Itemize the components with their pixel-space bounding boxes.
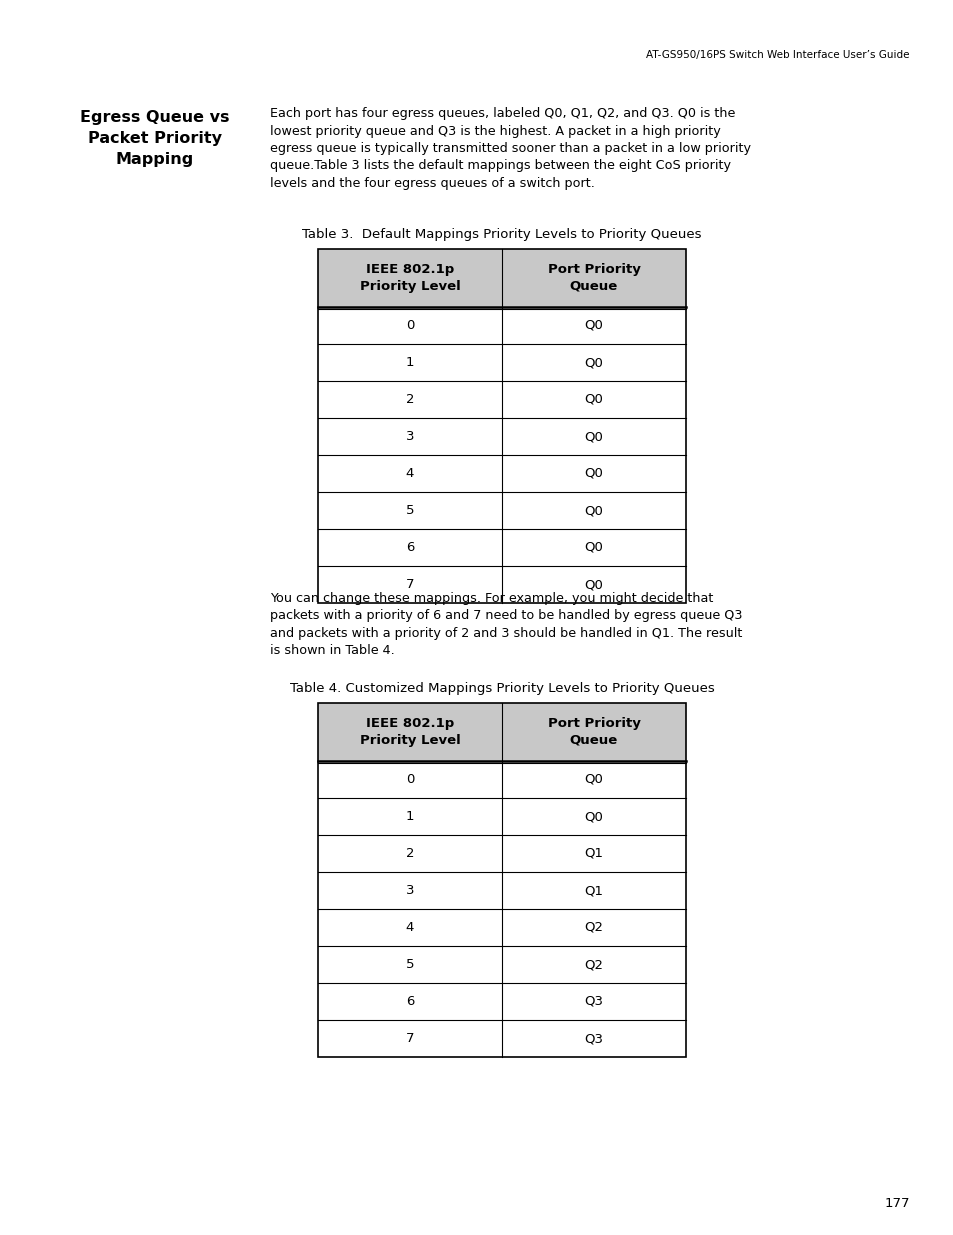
Text: lowest priority queue and Q3 is the highest. A packet in a high priority: lowest priority queue and Q3 is the high… [270,125,720,137]
Text: 5: 5 [405,504,414,517]
Bar [317,566,685,603]
Text: Q3: Q3 [584,995,603,1008]
Text: Q0: Q0 [584,504,603,517]
Text: 7: 7 [405,1032,414,1045]
Bar [317,454,685,492]
Text: 5: 5 [405,958,414,971]
Text: You can change these mappings. For example, you might decide that: You can change these mappings. For examp… [270,592,713,605]
Text: Q0: Q0 [584,319,603,332]
Text: Egress Queue vs
Packet Priority
Mapping: Egress Queue vs Packet Priority Mapping [80,110,230,167]
Text: Q0: Q0 [584,393,603,406]
Bar [317,909,685,946]
Text: 1: 1 [405,810,414,823]
Text: egress queue is typically transmitted sooner than a packet in a low priority: egress queue is typically transmitted so… [270,142,750,156]
Text: 4: 4 [405,467,414,480]
Text: Q3: Q3 [584,1032,603,1045]
Text: Q0: Q0 [584,430,603,443]
Text: 3: 3 [405,430,414,443]
Text: Q0: Q0 [584,467,603,480]
Bar [317,382,685,417]
Text: is shown in Table 4.: is shown in Table 4. [270,645,395,657]
Bar [317,798,685,835]
Bar [317,249,685,308]
Text: 177: 177 [883,1197,909,1210]
Text: Q1: Q1 [584,847,603,860]
Bar [317,308,685,345]
Bar [317,835,685,872]
Text: Q0: Q0 [584,773,603,785]
Text: 6: 6 [405,995,414,1008]
Text: 1: 1 [405,356,414,369]
Bar [317,492,685,529]
Text: 2: 2 [405,847,414,860]
Text: 6: 6 [405,541,414,555]
Text: Each port has four egress queues, labeled Q0, Q1, Q2, and Q3. Q0 is the: Each port has four egress queues, labele… [270,107,735,120]
Text: 0: 0 [405,773,414,785]
Text: queue.Table 3 lists the default mappings between the eight CoS priority: queue.Table 3 lists the default mappings… [270,159,730,173]
Text: 0: 0 [405,319,414,332]
Text: Table 4. Customized Mappings Priority Levels to Priority Queues: Table 4. Customized Mappings Priority Le… [290,682,714,695]
Text: 7: 7 [405,578,414,592]
Text: and packets with a priority of 2 and 3 should be handled in Q1. The result: and packets with a priority of 2 and 3 s… [270,627,741,640]
Text: levels and the four egress queues of a switch port.: levels and the four egress queues of a s… [270,177,595,190]
Text: AT-GS950/16PS Switch Web Interface User’s Guide: AT-GS950/16PS Switch Web Interface User’… [646,49,909,61]
Text: IEEE 802.1p
Priority Level: IEEE 802.1p Priority Level [359,263,460,293]
Bar [317,1020,685,1057]
Text: packets with a priority of 6 and 7 need to be handled by egress queue Q3: packets with a priority of 6 and 7 need … [270,610,741,622]
Bar [317,703,685,761]
Text: 3: 3 [405,884,414,897]
Text: Q0: Q0 [584,810,603,823]
Bar [317,983,685,1020]
Bar [317,529,685,566]
Text: Q0: Q0 [584,578,603,592]
Bar [317,703,685,1057]
Text: Q0: Q0 [584,541,603,555]
Text: 2: 2 [405,393,414,406]
Text: Table 3.  Default Mappings Priority Levels to Priority Queues: Table 3. Default Mappings Priority Level… [302,228,701,241]
Text: Q2: Q2 [584,958,603,971]
Bar [317,249,685,603]
Text: Q2: Q2 [584,921,603,934]
Bar [317,417,685,454]
Text: Q1: Q1 [584,884,603,897]
Text: 4: 4 [405,921,414,934]
Bar [317,761,685,798]
Bar [317,872,685,909]
Text: Q0: Q0 [584,356,603,369]
Bar [317,946,685,983]
Text: Port Priority
Queue: Port Priority Queue [547,718,639,747]
Bar [317,345,685,382]
Text: IEEE 802.1p
Priority Level: IEEE 802.1p Priority Level [359,718,460,747]
Text: Port Priority
Queue: Port Priority Queue [547,263,639,293]
